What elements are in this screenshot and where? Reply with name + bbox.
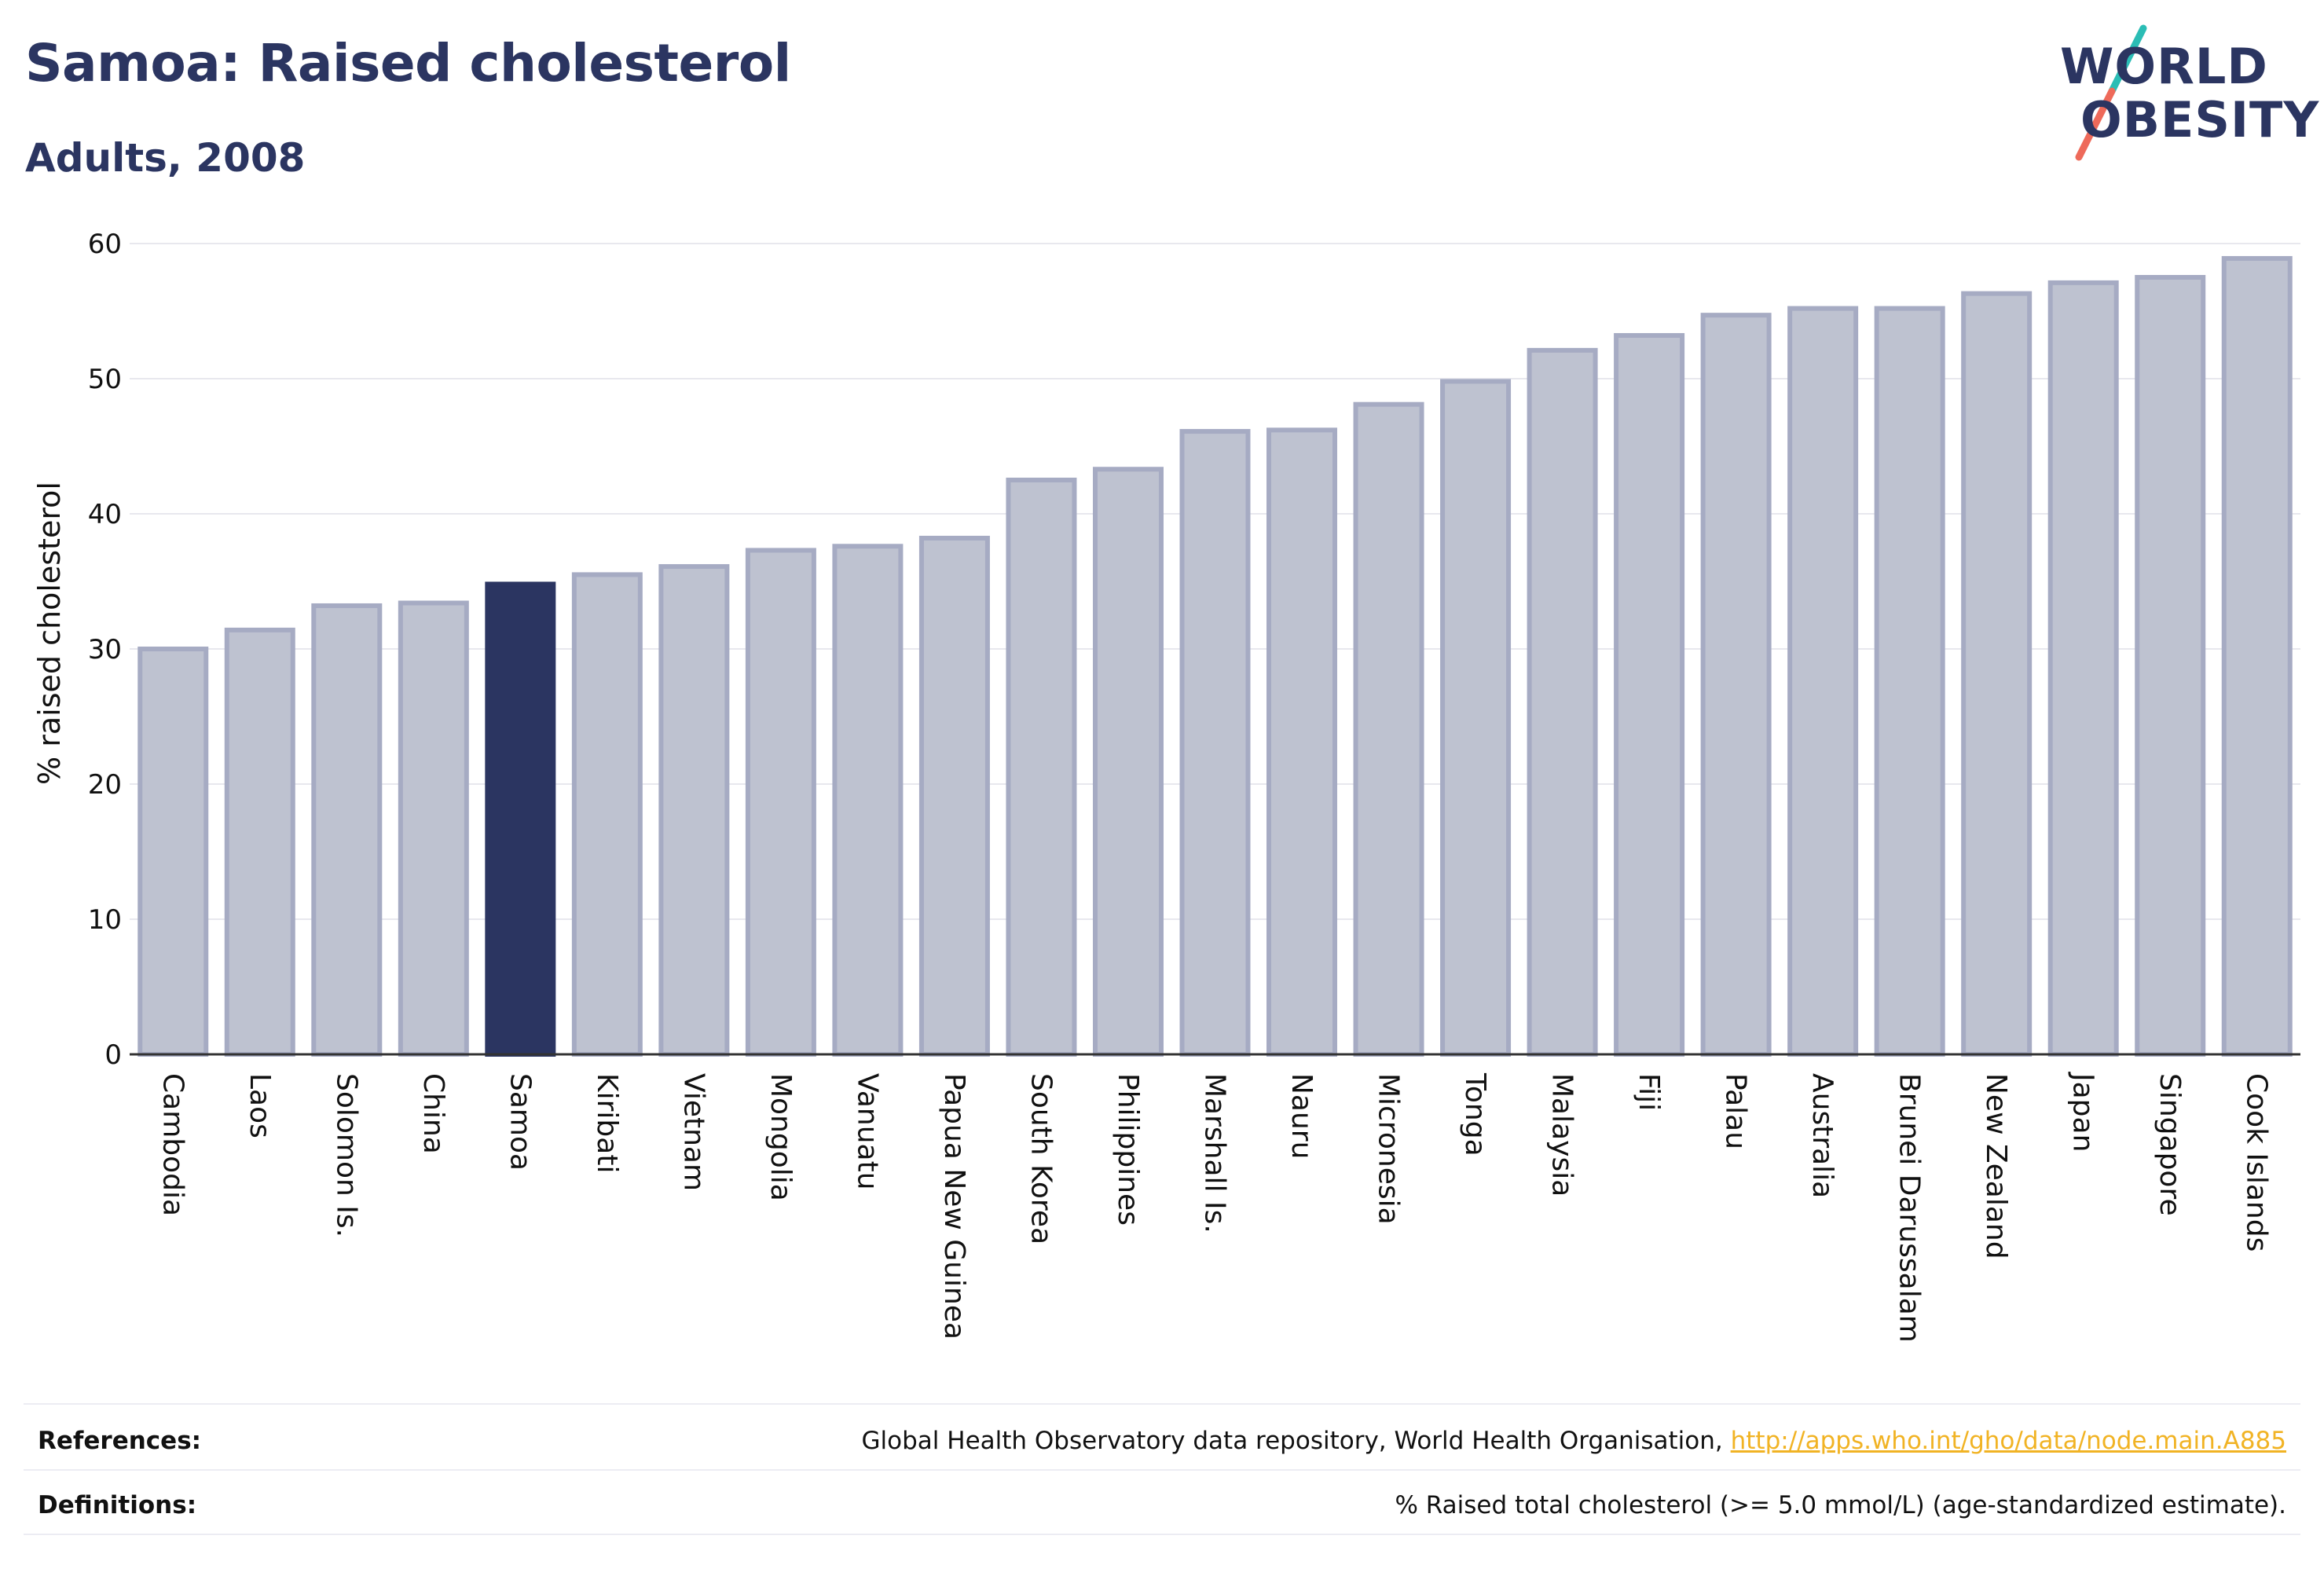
bar [2135,275,2206,1057]
y-tick-label: 50 [88,364,122,395]
definitions-value: % Raised total cholesterol (>= 5.0 mmol/… [1395,1491,2286,1519]
bar [2221,255,2293,1057]
bar [745,548,816,1057]
x-tick-label: Nauru [1285,1073,1318,1159]
x-tick-label: Tonga [1459,1072,1491,1156]
x-tick-label: Solomon Is. [330,1073,362,1237]
bar [832,544,904,1057]
x-tick-label: Papua New Guinea [938,1073,970,1340]
bar [658,564,730,1057]
bar [1353,401,1424,1057]
references-text: Global Health Observatory data repositor… [861,1427,1731,1455]
definitions-label: Definitions: [38,1491,197,1519]
references-label: References: [38,1427,202,1455]
y-tick-label: 40 [88,499,122,530]
y-tick-label: 60 [88,229,122,260]
bar [1700,313,1772,1057]
world-obesity-logo: WORLD OBESITY [2051,22,2319,163]
bar [1440,379,1512,1057]
bar [1787,306,1859,1057]
x-tick-label: Micronesia [1373,1073,1405,1225]
x-tick-label: South Korea [1025,1073,1057,1244]
chart-subtitle: Adults, 2008 [25,135,306,181]
footer-divider-top [24,1403,2300,1405]
bar [1179,429,1251,1057]
y-tick-label: 0 [104,1039,122,1071]
x-tick-label: Palau [1720,1073,1752,1149]
x-tick-label: Singapore [2154,1073,2186,1216]
x-tick-label: Vietnam [677,1073,709,1191]
bar [1527,347,1598,1057]
footer-divider-bottom [24,1534,2300,1535]
bar [1614,332,1685,1057]
y-tick-label: 20 [88,769,122,801]
bar [311,603,383,1057]
x-tick-label: China [417,1073,449,1154]
x-tick-label: Mongolia [764,1073,797,1201]
x-tick-label: Brunei Darussalam [1893,1073,1926,1343]
logo-slash-icon [2075,24,2147,161]
bar [398,600,469,1057]
logo-text-world: WORLD [2060,38,2268,95]
x-tick-label: Fiji [1633,1073,1665,1111]
x-tick-label: New Zealand [1980,1073,2012,1259]
bar-highlight [485,581,556,1057]
y-tick-label: 10 [88,904,122,936]
x-tick-label: Philippines [1112,1073,1144,1226]
x-tick-label: Kiribati [591,1073,623,1173]
x-tick-label: Samoa [504,1073,536,1171]
x-tick-label: Malaysia [1546,1073,1578,1197]
references-link[interactable]: http://apps.who.int/gho/data/node.main.A… [1730,1427,2286,1455]
bar-chart: 0 10 20 30 40 50 60 % raised cholesterol Cambodi… [32,229,2300,1343]
bar [918,535,990,1057]
bar [2047,280,2119,1057]
bar [224,627,295,1057]
bar [1006,478,1077,1057]
y-tick-label: 30 [88,634,122,665]
bar [1266,427,1338,1057]
logo-text-obesity: OBESITY [2080,91,2320,148]
references-value: Global Health Observatory data repositor… [862,1427,2286,1455]
x-tick-label: Marshall Is. [1199,1073,1231,1233]
x-tick-label: Japan [2067,1072,2099,1152]
bar [1961,291,2033,1057]
bar [1092,467,1164,1057]
bar [137,647,209,1057]
y-axis-label: % raised cholesterol [32,482,67,785]
x-tick-label: Cambodia [156,1073,189,1216]
x-tick-label: Australia [1806,1073,1838,1198]
x-tick-label: Cook Islands [2241,1073,2273,1252]
x-tick-label: Vanuatu [851,1073,883,1190]
bar [571,572,643,1057]
bar [1874,306,1945,1057]
chart-title: Samoa: Raised cholesterol [25,33,791,93]
x-tick-label: Laos [244,1073,276,1138]
footer-divider-mid [24,1469,2300,1471]
